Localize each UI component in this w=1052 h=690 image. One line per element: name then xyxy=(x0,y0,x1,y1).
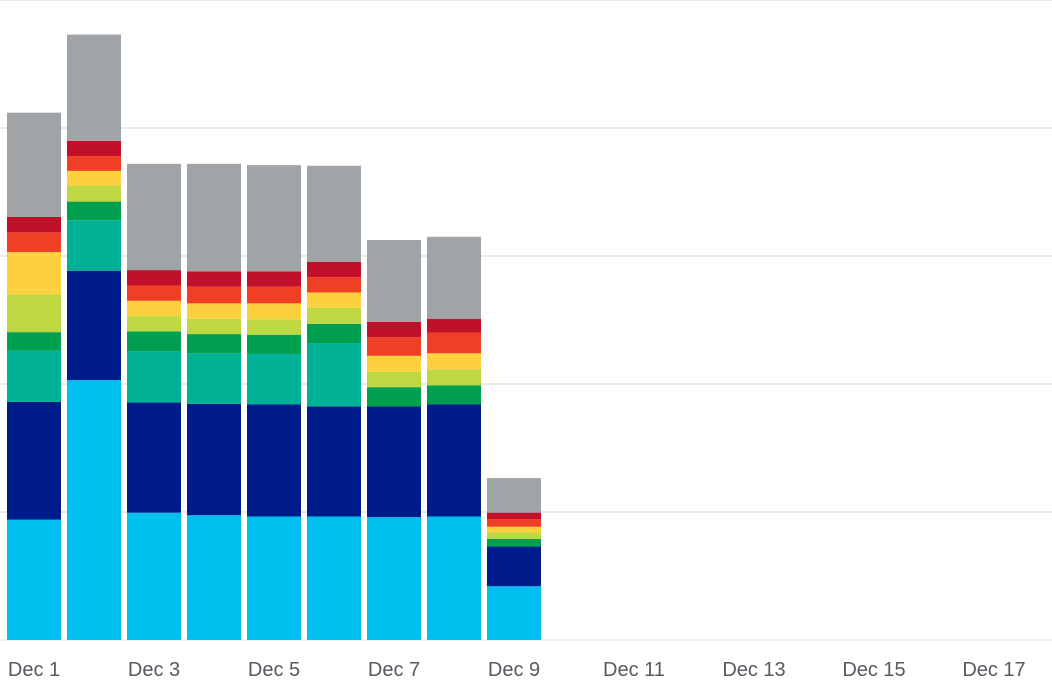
bar-segment-dec-9-s4 xyxy=(487,538,541,547)
bar-segment-dec-3-s6 xyxy=(127,300,181,317)
bar-segment-dec-5-s9 xyxy=(247,165,301,272)
x-tick-label-dec-17: Dec 17 xyxy=(962,659,1025,681)
bar-segment-dec-7-s8 xyxy=(367,321,421,338)
bar-segment-dec-2-s2 xyxy=(67,270,121,381)
bar-segment-dec-6-s6 xyxy=(307,292,361,308)
bar-segment-dec-5-s1 xyxy=(247,516,301,640)
bar-segment-dec-2-s9 xyxy=(67,34,121,141)
bar-segment-dec-5-s3 xyxy=(247,353,301,405)
bar-segment-dec-7-s1 xyxy=(367,517,421,640)
bar-segment-dec-4-s4 xyxy=(187,334,241,354)
bar-segment-dec-3-s5 xyxy=(127,316,181,332)
bar-segment-dec-1-s8 xyxy=(7,216,61,233)
x-tick-label-dec-11: Dec 11 xyxy=(603,659,665,681)
bar-segment-dec-6-s7 xyxy=(307,277,361,293)
bar-segment-dec-8-s1 xyxy=(427,516,481,640)
x-tick-label-dec-7: Dec 7 xyxy=(368,659,420,681)
bar-segment-dec-5-s7 xyxy=(247,286,301,304)
bar-segment-dec-7-s9 xyxy=(367,240,421,322)
bar-segment-dec-8-s7 xyxy=(427,332,481,354)
bar-segment-dec-8-s6 xyxy=(427,353,481,370)
bar-segment-dec-1-s7 xyxy=(7,232,61,253)
bar-segment-dec-4-s9 xyxy=(187,163,241,272)
x-axis-tick-labels: Dec 1 Dec 3 Dec 5 Dec 7 Dec 9 Dec 11 Dec 13 Dec… xyxy=(8,659,1026,681)
bar-segment-dec-5-s5 xyxy=(247,319,301,335)
bar-segment-dec-7-s2 xyxy=(367,406,421,518)
bar-segment-dec-2-s7 xyxy=(67,156,121,171)
bar-segment-dec-8-s2 xyxy=(427,404,481,517)
bar-segment-dec-4-s8 xyxy=(187,271,241,287)
bar-segment-dec-2-s8 xyxy=(67,140,121,157)
bar-segment-dec-6-s9 xyxy=(307,165,361,262)
bar-segment-dec-8-s9 xyxy=(427,236,481,319)
bar-segment-dec-3-s4 xyxy=(127,331,181,352)
bar-segment-dec-8-s5 xyxy=(427,369,481,386)
bar-segment-dec-3-s8 xyxy=(127,270,181,286)
bar-segment-dec-9-s1 xyxy=(487,586,541,640)
bar-segment-dec-7-s6 xyxy=(367,355,421,372)
bar-segment-dec-9-s6 xyxy=(487,526,541,533)
bar-segment-dec-2-s5 xyxy=(67,185,121,202)
bar-segment-dec-7-s7 xyxy=(367,337,421,356)
bar-segment-dec-3-s3 xyxy=(127,351,181,403)
bar-segment-dec-3-s7 xyxy=(127,285,181,301)
bar-segment-dec-4-s1 xyxy=(187,515,241,640)
bar-segment-dec-5-s8 xyxy=(247,271,301,287)
bar-segment-dec-4-s2 xyxy=(187,403,241,516)
bars xyxy=(7,34,541,640)
x-tick-label-dec-5: Dec 5 xyxy=(248,659,300,681)
bar-segment-dec-1-s4 xyxy=(7,332,61,351)
bar-segment-dec-9-s8 xyxy=(487,512,541,520)
bar-segment-dec-6-s8 xyxy=(307,261,361,278)
x-tick-label-dec-9: Dec 9 xyxy=(488,659,540,681)
x-tick-label-dec-13: Dec 13 xyxy=(722,659,785,681)
bar-segment-dec-7-s4 xyxy=(367,387,421,407)
x-tick-label-dec-15: Dec 15 xyxy=(842,659,905,681)
bar-segment-dec-3-s9 xyxy=(127,163,181,271)
bar-segment-dec-2-s3 xyxy=(67,220,121,271)
bar-segment-dec-7-s5 xyxy=(367,371,421,388)
x-tick-label-dec-3: Dec 3 xyxy=(128,659,180,681)
bar-segment-dec-6-s5 xyxy=(307,307,361,324)
bar-segment-dec-6-s1 xyxy=(307,516,361,640)
bar-segment-dec-2-s4 xyxy=(67,201,121,221)
bar-segment-dec-4-s6 xyxy=(187,303,241,319)
bar-segment-dec-1-s5 xyxy=(7,294,61,333)
bar-segment-dec-9-s7 xyxy=(487,519,541,527)
bar-segment-dec-6-s4 xyxy=(307,323,361,344)
bar-segment-dec-4-s7 xyxy=(187,286,241,304)
bar-segment-dec-4-s5 xyxy=(187,318,241,335)
bar-segment-dec-5-s2 xyxy=(247,404,301,517)
bar-segment-dec-1-s6 xyxy=(7,252,61,295)
bar-segment-dec-9-s5 xyxy=(487,532,541,539)
bar-segment-dec-1-s9 xyxy=(7,112,61,217)
bar-segment-dec-2-s6 xyxy=(67,170,121,186)
bar-segment-dec-9-s9 xyxy=(487,478,541,513)
bar-segment-dec-8-s8 xyxy=(427,318,481,333)
bar-segment-dec-6-s3 xyxy=(307,343,361,407)
bar-segment-dec-1-s1 xyxy=(7,519,61,640)
bar-segment-dec-6-s2 xyxy=(307,406,361,517)
bar-segment-dec-1-s3 xyxy=(7,350,61,402)
bar-segment-dec-4-s3 xyxy=(187,353,241,404)
x-tick-label-dec-1: Dec 1 xyxy=(8,659,60,681)
bar-segment-dec-2-s1 xyxy=(67,380,121,640)
bar-segment-dec-8-s4 xyxy=(427,385,481,405)
bar-segment-dec-1-s2 xyxy=(7,401,61,520)
bar-segment-dec-3-s2 xyxy=(127,402,181,513)
bar-segment-dec-5-s4 xyxy=(247,334,301,354)
bar-segment-dec-3-s1 xyxy=(127,512,181,640)
bar-segment-dec-9-s2 xyxy=(487,546,541,587)
bar-segment-dec-5-s6 xyxy=(247,303,301,320)
